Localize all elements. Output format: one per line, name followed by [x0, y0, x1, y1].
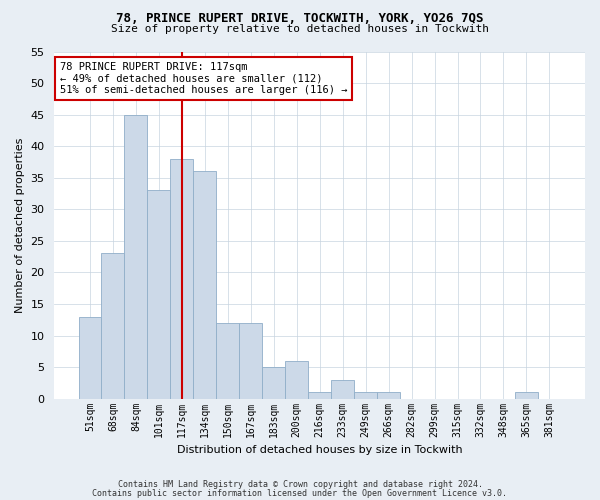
Y-axis label: Number of detached properties: Number of detached properties — [15, 138, 25, 313]
Bar — [285, 361, 308, 399]
Text: 78, PRINCE RUPERT DRIVE, TOCKWITH, YORK, YO26 7QS: 78, PRINCE RUPERT DRIVE, TOCKWITH, YORK,… — [116, 12, 484, 26]
Bar — [262, 367, 285, 398]
Bar — [515, 392, 538, 398]
Bar — [354, 392, 377, 398]
Bar — [193, 172, 217, 398]
Bar — [217, 323, 239, 398]
Text: Contains public sector information licensed under the Open Government Licence v3: Contains public sector information licen… — [92, 488, 508, 498]
Bar — [124, 114, 148, 399]
Bar — [101, 254, 124, 398]
Bar — [308, 392, 331, 398]
Bar — [170, 159, 193, 398]
Bar — [79, 316, 101, 398]
Bar — [239, 323, 262, 398]
Bar — [148, 190, 170, 398]
Text: Contains HM Land Registry data © Crown copyright and database right 2024.: Contains HM Land Registry data © Crown c… — [118, 480, 482, 489]
Text: Size of property relative to detached houses in Tockwith: Size of property relative to detached ho… — [111, 24, 489, 34]
X-axis label: Distribution of detached houses by size in Tockwith: Distribution of detached houses by size … — [177, 445, 463, 455]
Bar — [331, 380, 354, 398]
Bar — [377, 392, 400, 398]
Text: 78 PRINCE RUPERT DRIVE: 117sqm
← 49% of detached houses are smaller (112)
51% of: 78 PRINCE RUPERT DRIVE: 117sqm ← 49% of … — [60, 62, 347, 95]
